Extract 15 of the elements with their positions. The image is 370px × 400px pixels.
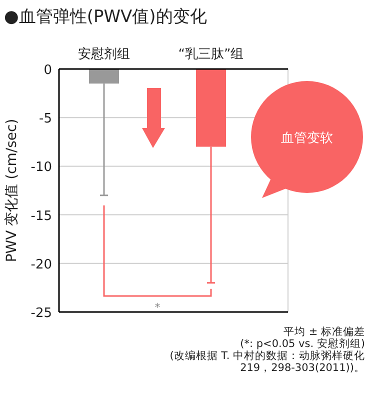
y-tick-label: -20 <box>30 257 52 272</box>
y-tick-label: -25 <box>30 306 52 321</box>
chart-title: ●血管弹性(PWV值)的变化 <box>4 7 207 27</box>
annotation: * <box>154 301 161 314</box>
y-tick-label: -15 <box>30 208 52 224</box>
y-tick-label: -5 <box>39 112 52 127</box>
text: (*: p<0.05 vs. 安慰剂组) <box>239 338 365 350</box>
text: (改编根据 T. 中村的数据：动脉粥样硬化 219，298-303(2011))。 <box>168 350 365 374</box>
text: 平均 ± 标准偏差 <box>282 326 365 338</box>
x-tick-label: “乳三肽”组 <box>178 47 244 62</box>
x-tick-label: 安慰剂组 <box>78 46 130 62</box>
y-tick-label: -10 <box>30 160 52 176</box>
annotation: 血管变软 <box>281 131 333 146</box>
y-axis-title: PWV 变化值 (cm/sec) <box>4 118 20 262</box>
y-tick-label: 0 <box>44 63 52 78</box>
